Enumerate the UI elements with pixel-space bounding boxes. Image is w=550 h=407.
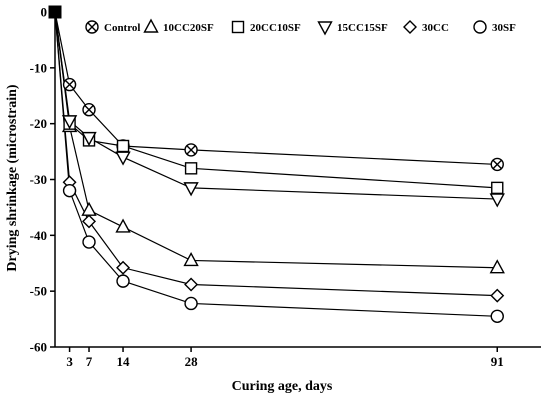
y-axis-title: Drying shrinkage (microstrain) — [5, 84, 20, 272]
data-point-30SF — [184, 296, 198, 311]
legend-label: 30CC — [422, 22, 449, 34]
data-point-30CC — [184, 277, 199, 292]
data-point-30CC — [490, 288, 505, 303]
y-tick-label: -20 — [30, 116, 47, 131]
axes: 0 -10 -20 -30 -40 -50 -60 3 7 14 28 91 — [30, 5, 541, 369]
legend-item-Control: Control — [85, 20, 140, 34]
data-point-15CC15SF — [183, 182, 199, 197]
legend: Control 10CC20SF 20CC10SF 15CC15SF 30CC 30SF — [85, 18, 516, 36]
data-point-15CC15SF — [61, 115, 78, 130]
legend-item-30SF: 30SF — [473, 20, 516, 34]
data-point-15CC15SF — [81, 131, 97, 147]
data-point-10CC20SF — [115, 218, 131, 233]
data-point-30SF — [116, 274, 130, 288]
legend-item-30CC: 30CC — [403, 20, 449, 34]
data-point-30CC — [116, 260, 131, 275]
series-line-Control — [54, 11, 498, 166]
legend-label: 10CC20SF — [163, 22, 214, 34]
x-tick-label: 28 — [185, 354, 199, 369]
legend-item-20CC10SF: 20CC10SF — [231, 20, 301, 34]
legend-item-10CC20SF: 10CC20SF — [143, 18, 214, 34]
legend-marker — [143, 18, 159, 33]
series-lines — [54, 11, 498, 317]
x-axis-title: Curing age, days — [232, 379, 333, 394]
legend-label: Control — [104, 22, 140, 34]
data-point-Control — [184, 143, 198, 157]
data-point-Control — [490, 157, 504, 172]
y-tick-label: -10 — [30, 60, 47, 75]
legend-marker — [317, 21, 333, 36]
y-tick-label: -50 — [30, 284, 47, 299]
legend-marker — [85, 20, 99, 34]
data-point-15CC15SF — [489, 193, 505, 208]
data-point-20CC10SF — [491, 181, 504, 195]
series-line-30SF — [54, 11, 498, 317]
data-point-20CC10SF — [184, 162, 198, 175]
x-tick-label: 14 — [117, 354, 131, 369]
x-tick-label: 91 — [491, 354, 504, 369]
x-tick-label: 7 — [86, 354, 93, 369]
data-point-Control — [62, 77, 77, 92]
data-point-30SF — [62, 183, 77, 198]
y-tick-label: -30 — [30, 172, 47, 187]
legend-label: 15CC15SF — [337, 22, 388, 34]
data-point-Control — [82, 103, 96, 117]
data-point-15CC15SF — [115, 151, 131, 166]
x-tick-label: 3 — [66, 354, 73, 369]
y-tick-label: 0 — [41, 5, 48, 20]
series-line-15CC15SF — [54, 11, 498, 200]
data-point-30SF — [490, 309, 504, 323]
y-tick-label: -40 — [30, 228, 47, 243]
legend-marker — [231, 20, 245, 34]
data-point-30SF — [82, 235, 96, 249]
origin-point — [48, 5, 62, 19]
y-tick-label: -60 — [30, 340, 47, 355]
data-point-10CC20SF — [183, 251, 199, 267]
data-point-20CC10SF — [116, 139, 130, 153]
legend-label: 20CC10SF — [250, 22, 301, 34]
data-point-30CC — [82, 214, 97, 229]
data-point-10CC20SF — [81, 201, 97, 216]
legend-label: 30SF — [492, 22, 516, 34]
legend-marker — [403, 20, 417, 34]
data-point-10CC20SF — [489, 259, 505, 274]
legend-item-15CC15SF: 15CC15SF — [317, 21, 388, 36]
series-markers — [48, 5, 505, 323]
legend-marker — [473, 20, 487, 34]
